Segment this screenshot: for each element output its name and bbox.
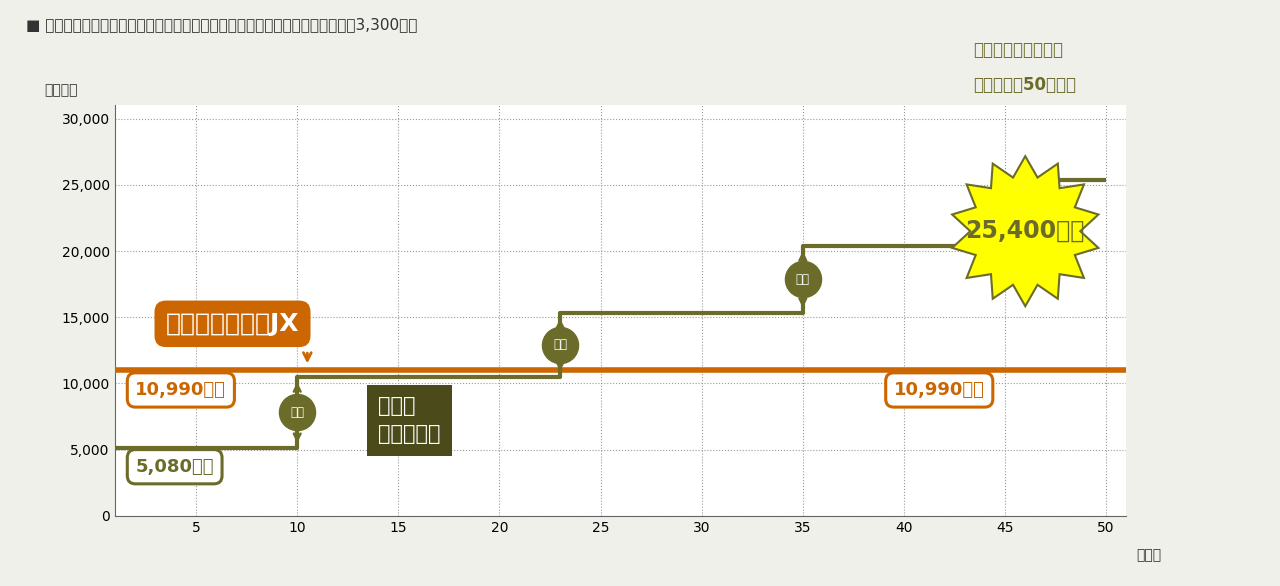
Text: ■ 新築物件におけるタイル外壁とハマキャスト外装材の比較（想定施工面積：3,300㎡）: ■ 新築物件におけるタイル外壁とハマキャスト外装材の比較（想定施工面積：3,30…: [26, 18, 417, 33]
Text: 改修: 改修: [291, 406, 305, 419]
Text: 一般の
タイル外壁: 一般の タイル外壁: [378, 396, 440, 444]
Text: 25,400万円: 25,400万円: [965, 219, 1085, 243]
Text: 改修: 改修: [796, 273, 810, 286]
Text: （年）: （年）: [1137, 548, 1162, 563]
Text: 10,990万円: 10,990万円: [893, 381, 984, 399]
Text: 改修: 改修: [1019, 206, 1032, 219]
Text: 10,990万円: 10,990万円: [136, 381, 227, 399]
Polygon shape: [952, 156, 1098, 306]
Text: 維持費用は50年間で: 維持費用は50年間で: [973, 76, 1075, 94]
Text: 一般のタイル外壁の: 一般のタイル外壁の: [973, 41, 1062, 59]
Text: 改修: 改修: [553, 339, 567, 352]
Text: （万円）: （万円）: [45, 83, 78, 97]
Text: 5,080万円: 5,080万円: [136, 458, 214, 476]
Text: ハマキャスト・JX: ハマキャスト・JX: [166, 312, 300, 336]
